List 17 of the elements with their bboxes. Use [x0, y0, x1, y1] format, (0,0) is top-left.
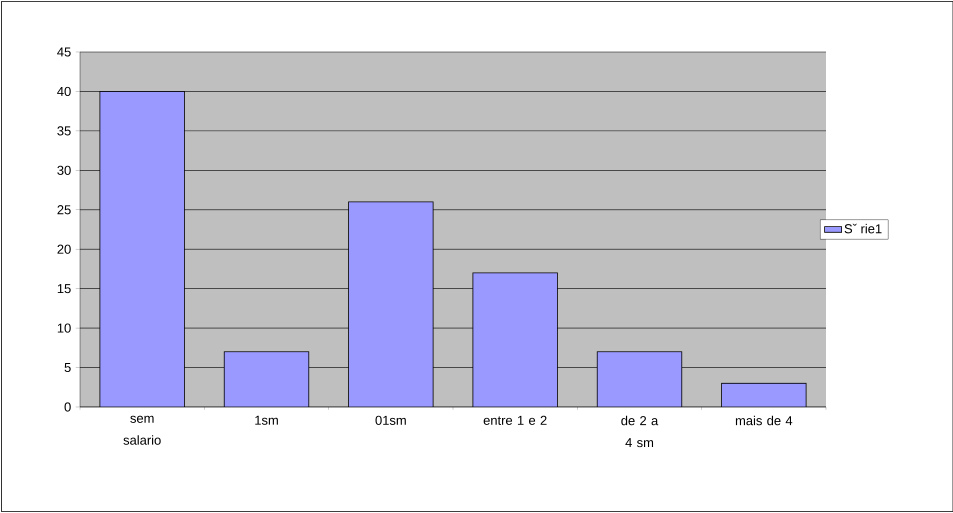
x-tick-label: entre 1 e 2	[484, 416, 547, 425]
y-tick-label: 30	[57, 166, 71, 175]
y-tick-label: 25	[57, 205, 71, 214]
y-tick-label: 40	[57, 86, 71, 96]
y-tick-label: 10	[58, 324, 71, 333]
x-tick-label: 1sm	[255, 416, 278, 425]
legend-label: Sˇ rie1	[844, 224, 882, 234]
y-tick-label: 5	[64, 363, 71, 372]
y-tick-label: 45	[57, 47, 71, 57]
y-tick-label: 35	[57, 126, 71, 136]
y-tick-label: 15	[58, 284, 71, 294]
x-tick-label: 01sm	[376, 416, 406, 425]
x-tick-label: mais de 4	[736, 416, 792, 426]
x-tick-label: de 2 a 4 sm	[621, 416, 658, 448]
y-tick-label: 0	[64, 402, 71, 412]
x-tick-label: sem salario	[123, 416, 161, 445]
y-tick-label: 20	[57, 244, 71, 254]
